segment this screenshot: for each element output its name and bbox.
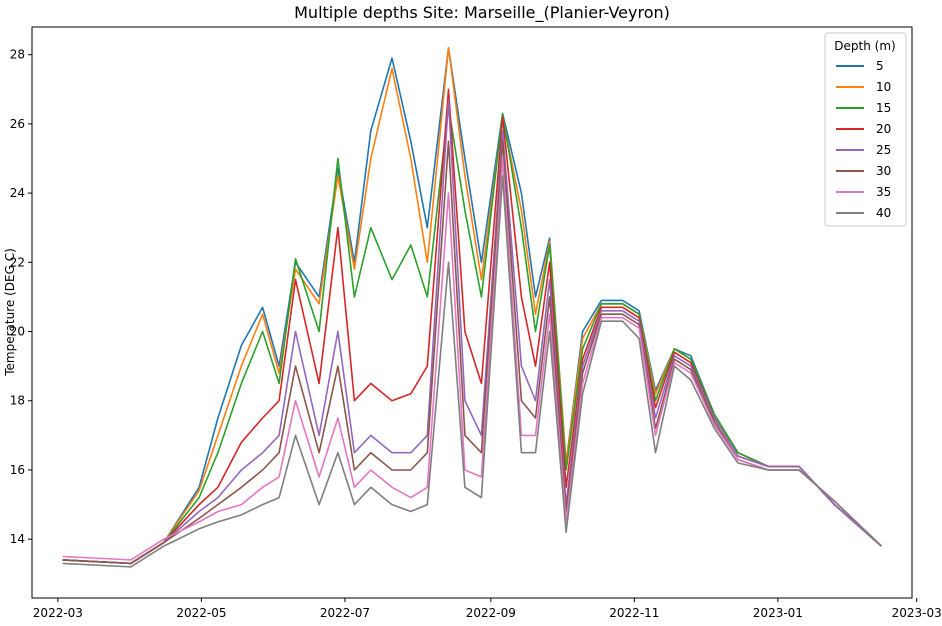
series-line-30 [62,140,882,565]
plot-frame [31,26,913,599]
legend-label-25: 25 [876,143,891,157]
series-line-5 [62,47,882,565]
x-axis: 2022-03 2022-05 2022-07 2022-09 2022-11 2023-… [33,598,942,620]
legend-label-30: 30 [876,164,891,178]
x-tick-label: 2022-11 [609,606,659,620]
legend-title: Depth (m) [834,39,895,53]
y-tick-label: 24 [10,186,25,200]
y-tick-label: 22 [10,255,25,269]
legend-label-5: 5 [876,59,884,73]
y-tick-label: 18 [10,394,25,408]
y-tick-label: 16 [10,463,25,477]
chart-title: Multiple depths Site: Marseille_(Planier… [294,3,670,23]
legend-label-35: 35 [876,185,891,199]
legend-box [824,32,907,227]
legend-label-40: 40 [876,206,891,220]
plot-area [62,47,882,568]
y-axis: 14 16 18 20 22 24 26 28 [10,48,32,546]
x-tick-label: 2022-03 [33,606,83,620]
legend-label-15: 15 [876,101,891,115]
x-tick-label: 2022-07 [320,606,370,620]
y-tick-label: 14 [10,532,25,546]
x-tick-label: 2023-01 [753,606,803,620]
series-line-15 [62,105,882,565]
y-axis-label: Temperature (DEG C) [3,248,17,377]
y-tick-label: 26 [10,117,25,131]
x-tick-label: 2022-05 [176,606,226,620]
y-tick-label: 28 [10,48,25,62]
series-line-10 [62,47,882,565]
series-line-20 [62,88,882,565]
series-line-25 [62,98,882,565]
x-tick-label: 2023-03 [892,606,942,620]
legend-label-10: 10 [876,80,891,94]
legend-items: 5 10 15 20 25 30 35 40 [836,59,891,220]
legend-label-20: 20 [876,122,891,136]
x-tick-label: 2022-09 [466,606,516,620]
y-tick-label: 20 [10,325,25,339]
legend: Depth (m) 5 10 15 20 25 30 35 40 [824,32,907,227]
series-line-40 [62,175,882,568]
series-line-35 [62,157,882,561]
